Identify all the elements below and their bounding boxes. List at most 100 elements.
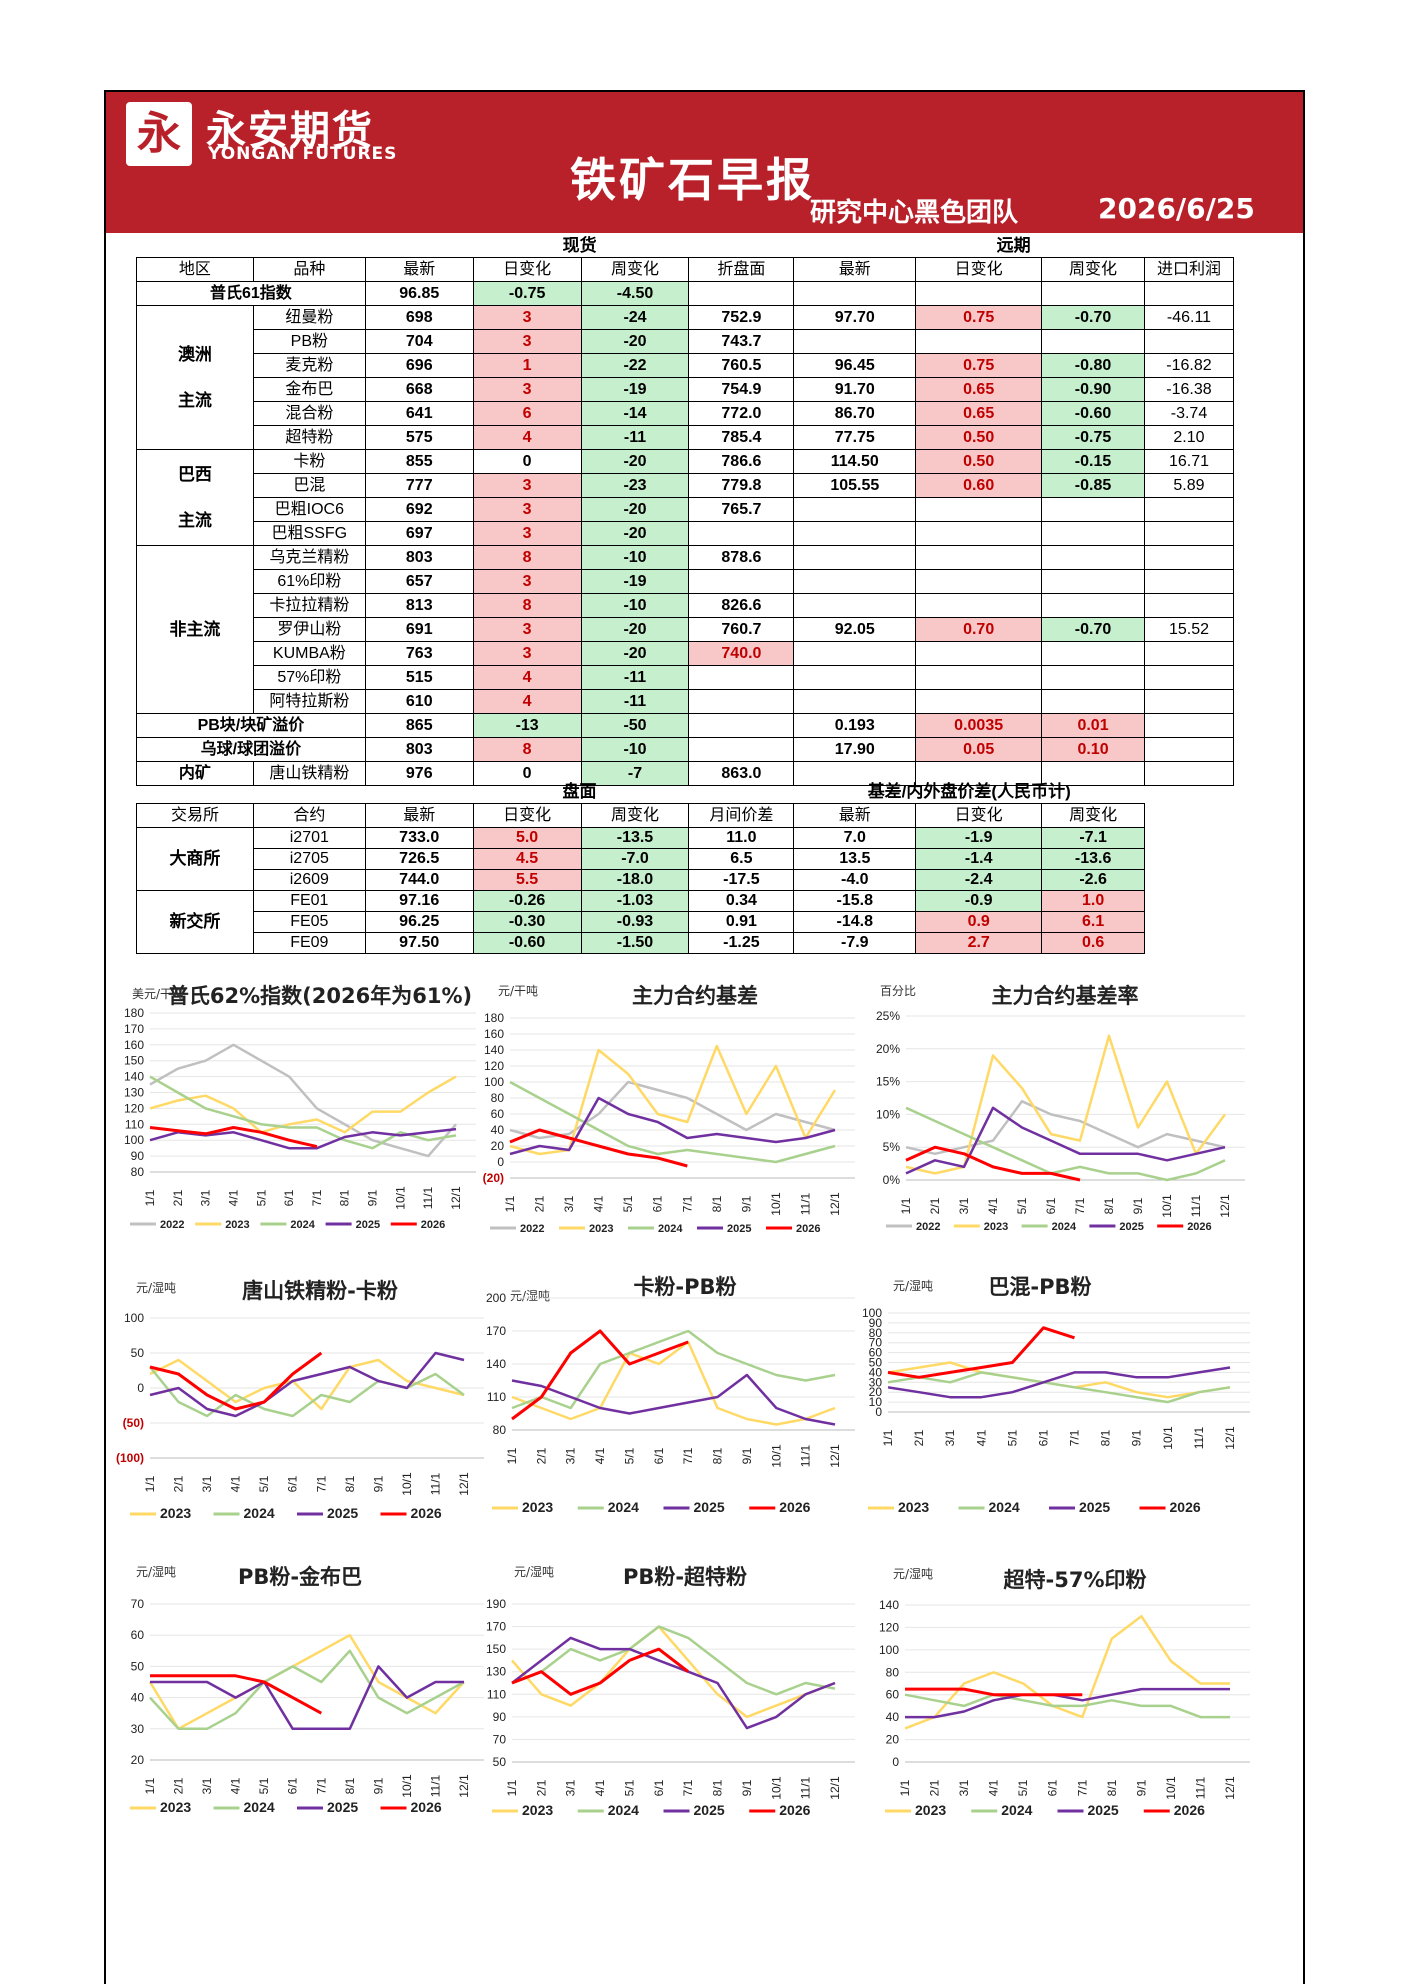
table-row: 混合粉 641 6 -14 772.0 86.70 0.65 -0.60 -3.74 xyxy=(137,401,1235,426)
cell-daily: 6 xyxy=(472,401,582,426)
cell-spread: 0.34 xyxy=(688,890,795,912)
cell-profit: -3.74 xyxy=(1143,401,1235,426)
cell-daily: 4 xyxy=(472,689,582,714)
cell-daily: 3 xyxy=(472,497,582,522)
cell-f-weekly: -0.15 xyxy=(1041,449,1145,474)
cell-contract: i2705 xyxy=(252,848,366,870)
group-spot-header: 现货 xyxy=(562,235,597,255)
cell-disk: 760.7 xyxy=(688,617,795,642)
cell-latest: 763 xyxy=(364,641,474,666)
table-row: 巴混 777 3 -23 779.8 105.55 0.60 -0.85 5.89 xyxy=(137,473,1235,498)
cell-latest: 657 xyxy=(364,569,474,594)
cell-weekly: -20 xyxy=(580,617,690,642)
table-row: 普氏61指数 96.85 -0.75 -4.50 xyxy=(136,281,1235,306)
futures-col-header: 日变化 xyxy=(472,803,582,828)
premium-label: 乌球/球团溢价 xyxy=(136,737,366,762)
futures-col-header: 周变化 xyxy=(580,803,690,828)
cell-profit: 15.52 xyxy=(1143,617,1235,642)
cell-disk: 740.0 xyxy=(688,641,795,666)
cell-empty xyxy=(1145,912,1234,933)
cell-weekly: -20 xyxy=(580,497,690,522)
cell-latest: 696 xyxy=(364,353,474,378)
cell-weekly: -11 xyxy=(580,689,690,714)
cell-empty xyxy=(1143,761,1235,786)
cell-daily: 4.5 xyxy=(472,848,582,870)
region-label: 非主流 xyxy=(169,619,221,639)
table-row: 61%印粉 657 3 -19 xyxy=(137,569,1235,594)
cell-name: 57%印粉 xyxy=(252,665,366,690)
cell-f-latest xyxy=(793,593,917,618)
table-row: 超特粉 575 4 -11 785.4 77.75 0.50 -0.75 2.10 xyxy=(137,425,1235,450)
cell-daily: 3 xyxy=(472,305,582,330)
cell-daily: 8 xyxy=(472,593,582,618)
cell-name: 罗伊山粉 xyxy=(252,617,366,642)
cell-disk xyxy=(688,569,795,594)
cell-f-daily xyxy=(915,593,1043,618)
cell-b-weekly: 1.0 xyxy=(1041,890,1146,912)
cell-weekly: -1.50 xyxy=(580,932,690,954)
futures-col-header: 交易所 xyxy=(136,803,254,828)
cell-latest: 641 xyxy=(364,401,474,426)
cell-profit xyxy=(1143,329,1235,354)
cell-f-weekly xyxy=(1041,329,1145,354)
table-row: 巴粗SSFG 697 3 -20 xyxy=(137,521,1235,546)
cell-empty xyxy=(1143,737,1235,762)
cell-latest: 726.5 xyxy=(364,848,474,870)
cell-latest: 96.85 xyxy=(364,281,474,306)
spot-col-header: 周变化 xyxy=(580,257,690,282)
cell-daily: 8 xyxy=(472,545,582,570)
cell-f-weekly xyxy=(1041,641,1145,666)
cell-f-daily xyxy=(915,689,1043,714)
cell-f-latest: 97.70 xyxy=(793,305,917,330)
cell-b-weekly: 0.6 xyxy=(1041,932,1146,954)
futures-col-header: 月间价差 xyxy=(688,803,795,828)
cell-f-latest xyxy=(793,665,917,690)
table-row: 乌球/球团溢价 803 8 -10 17.90 0.05 0.10 xyxy=(136,737,1235,762)
region-label: 澳洲 xyxy=(177,344,212,364)
cell-f-weekly: -0.70 xyxy=(1041,305,1145,330)
futures-table: 盘面 基差/内外盘价差(人民币计) 交易所 合约 最新 日变化 周变化 月间价差 最新 日变化… xyxy=(136,780,1234,954)
cell-weekly: -10 xyxy=(580,545,690,570)
futures-col-header: 日变化 xyxy=(915,803,1043,828)
cell-empty xyxy=(793,761,917,786)
cell-f-weekly: 0.01 xyxy=(1041,713,1145,738)
cell-profit xyxy=(1143,689,1235,714)
cell-weekly: -18.0 xyxy=(580,869,690,891)
cell-weekly: -20 xyxy=(580,329,690,354)
cell-latest: 777 xyxy=(364,473,474,498)
cell-b-daily: 0.9 xyxy=(915,911,1043,933)
cell-name: 61%印粉 xyxy=(252,569,366,594)
cell-f-latest xyxy=(793,521,917,546)
group-basis-header: 基差/内外盘价差(人民币计) xyxy=(867,781,1071,801)
cell-weekly: -19 xyxy=(580,569,690,594)
futures-col-header: 合约 xyxy=(252,803,366,828)
cell-f-daily xyxy=(915,665,1043,690)
cell-f-latest xyxy=(793,329,917,354)
cell-empty xyxy=(1145,804,1234,828)
cell-daily: 3 xyxy=(472,569,582,594)
futures-col-header: 最新 xyxy=(793,803,917,828)
team-name: 研究中心黑色团队 xyxy=(810,198,1019,228)
cell-f-daily: 0.50 xyxy=(915,449,1043,474)
spot-col-header: 折盘面 xyxy=(688,257,795,282)
cell-name: 麦克粉 xyxy=(252,353,366,378)
cell-latest: 97.50 xyxy=(364,932,474,954)
logo-icon: 永 xyxy=(137,108,181,159)
report-date: 2026/6/25 xyxy=(1098,192,1255,225)
cell-weekly: -24 xyxy=(580,305,690,330)
cell-profit xyxy=(1143,665,1235,690)
region-label: 主流 xyxy=(177,390,212,410)
cell-name: 巴粗IOC6 xyxy=(252,497,366,522)
cell-disk xyxy=(688,665,795,690)
cell-disk: 752.9 xyxy=(688,305,795,330)
cell-profit: 2.10 xyxy=(1143,425,1235,450)
exchange-cell: 大商所 xyxy=(136,827,254,891)
futures-column-header-row: 交易所 合约 最新 日变化 周变化 月间价差 最新 日变化 周变化 xyxy=(136,803,1234,828)
cell-f-latest: 96.45 xyxy=(793,353,917,378)
cell-name: 巴粗SSFG xyxy=(252,521,366,546)
cell-daily: 5.5 xyxy=(472,869,582,891)
cell-disk: 785.4 xyxy=(688,425,795,450)
spot-col-header: 进口利润 xyxy=(1143,257,1235,282)
logo: 永 xyxy=(126,102,192,166)
futures-col-header: 周变化 xyxy=(1041,803,1146,828)
